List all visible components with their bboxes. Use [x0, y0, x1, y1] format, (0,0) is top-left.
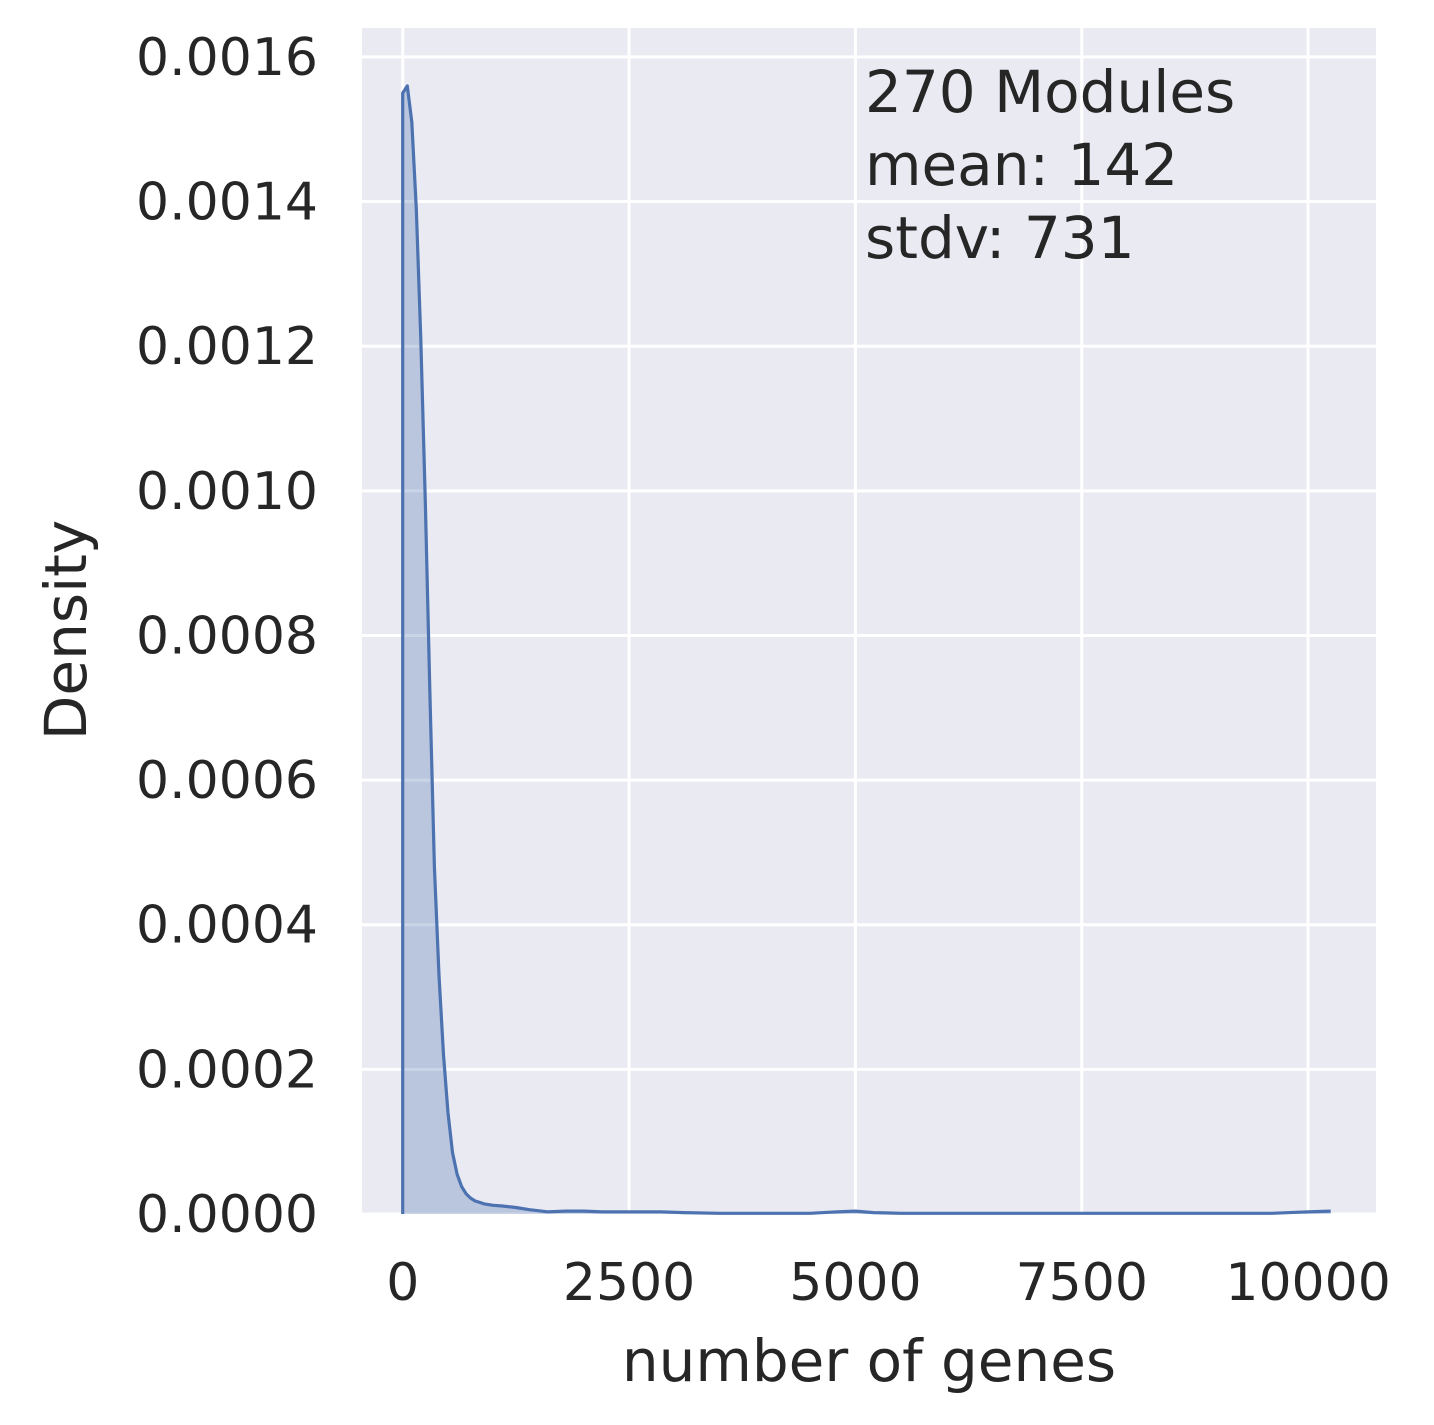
y-tick-labels: 0.0000 0.0002 0.0004 0.0006 0.0008 0.0010 0.00…: [136, 28, 318, 1245]
x-tick-label: 7500: [1016, 1253, 1148, 1313]
y-tick-label: 0.0006: [136, 751, 318, 811]
plot-area: [362, 28, 1376, 1214]
y-tick-label: 0.0016: [136, 28, 318, 88]
x-tick-label: 10000: [1225, 1253, 1390, 1313]
y-tick-label: 0.0014: [136, 173, 318, 233]
x-tick-label: 0: [386, 1253, 419, 1313]
y-tick-label: 0.0004: [136, 896, 318, 956]
x-axis-label: number of genes: [622, 1327, 1116, 1395]
annotation-stdv: stdv: 731: [865, 204, 1135, 272]
y-tick-label: 0.0002: [136, 1040, 318, 1100]
annotation-modules: 270 Modules: [865, 58, 1235, 126]
y-axis-label: Density: [32, 520, 100, 741]
annotation-mean: mean: 142: [865, 131, 1178, 199]
grid-lines: [362, 28, 1376, 1216]
stats-annotation: 270 Modules mean: 142 stdv: 731: [865, 58, 1235, 272]
y-tick-label: 0.0012: [136, 317, 318, 377]
x-tick-label: 5000: [789, 1253, 921, 1313]
density-line: [401, 84, 1331, 1215]
y-tick-label: 0.0010: [136, 462, 318, 522]
y-tick-label: 0.0000: [136, 1185, 318, 1245]
series-layer: [401, 84, 1331, 1215]
x-tick-labels: 0 2500 5000 7500 10000: [386, 1253, 1391, 1313]
x-tick-label: 2500: [563, 1253, 695, 1313]
y-tick-label: 0.0008: [136, 606, 318, 666]
